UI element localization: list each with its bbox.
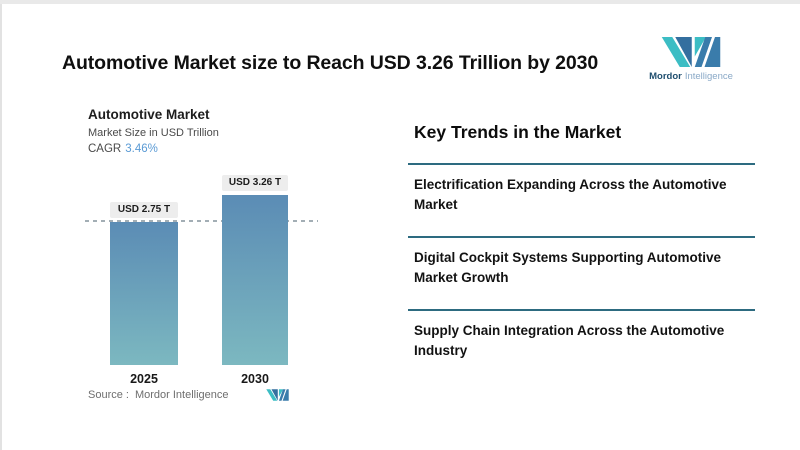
mordor-logo-icon-small [266, 389, 289, 401]
logo-wordmark: Mordor Intelligence [645, 71, 737, 82]
bar-rect [110, 222, 178, 365]
bar-value-label: USD 3.26 T [222, 175, 288, 191]
source-value: Mordor Intelligence [134, 389, 229, 401]
mordor-logo-icon [661, 37, 721, 67]
source-row: Source : Mordor Intelligence [88, 389, 229, 401]
page-title: Automotive Market size to Reach USD 3.26… [62, 52, 599, 74]
source-label: Source : [88, 389, 129, 401]
trends-heading: Key Trends in the Market [414, 122, 622, 142]
bar-group-2030: USD 3.26 T 2030 [222, 172, 288, 386]
trend-item-digital-cockpit: Digital Cockpit Systems Supporting Autom… [408, 236, 755, 288]
bar-group-2025: USD 2.75 T 2025 [110, 172, 178, 386]
reference-dashed-line [85, 220, 318, 222]
bar-chart-plot: USD 2.75 T 2025 USD 3.26 T 2030 [85, 172, 318, 386]
trend-item-electrification: Electrification Expanding Across the Aut… [408, 163, 755, 215]
window-left-edge [0, 4, 2, 450]
key-trends-panel: Key Trends in the Market Electrification… [408, 120, 755, 382]
bar-value-label: USD 2.75 T [110, 202, 178, 218]
bar-rect [222, 195, 288, 365]
bar-year-label: 2025 [130, 372, 158, 386]
cagr-label: CAGR [88, 143, 122, 155]
logo-wordmark-secondary: Intelligence [684, 71, 733, 82]
window-top-edge [0, 0, 800, 4]
chart-cagr-row: CAGR 3.46% [88, 142, 219, 156]
chart-title: Automotive Market [88, 107, 210, 122]
chart-header: Automotive Market Market Size in USD Tri… [88, 106, 219, 156]
trend-item-supply-chain: Supply Chain Integration Across the Auto… [408, 309, 755, 361]
mordor-intelligence-logo: Mordor Intelligence [645, 34, 737, 82]
logo-wordmark-primary: Mordor [649, 71, 682, 82]
chart-subtitle: Market Size in USD Trillion [88, 127, 219, 139]
cagr-value: 3.46% [125, 143, 158, 155]
bar-year-label: 2030 [241, 372, 269, 386]
